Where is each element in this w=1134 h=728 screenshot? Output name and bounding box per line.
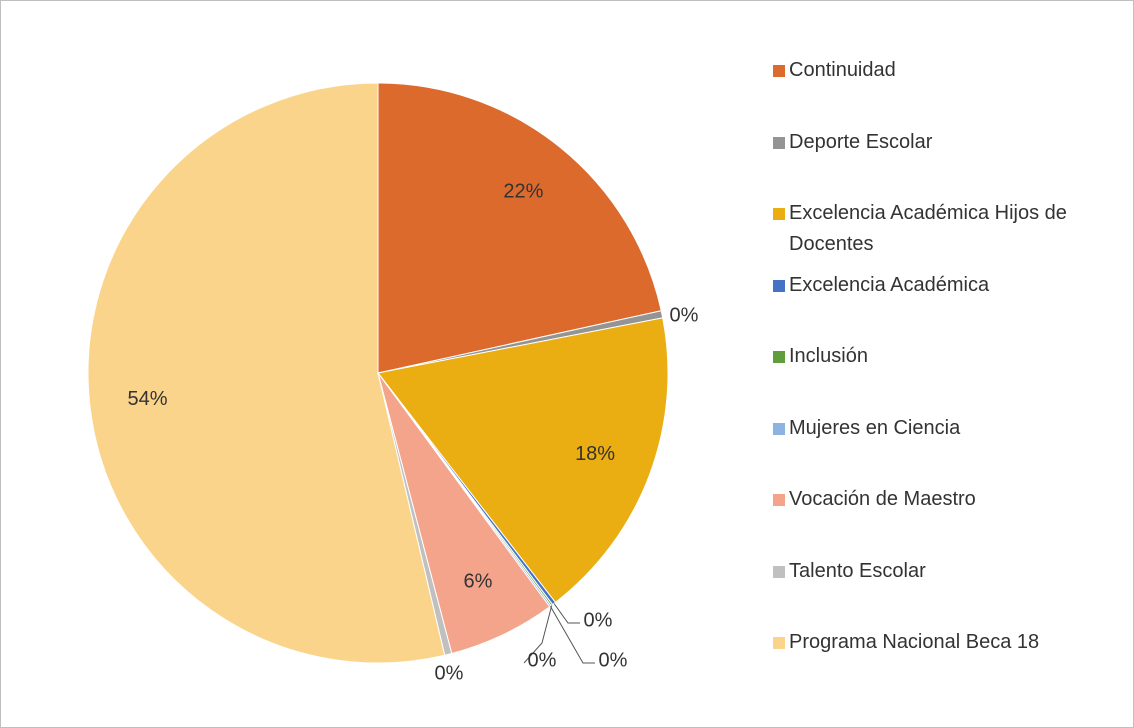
legend-swatch [773,637,785,649]
leader-line [549,605,595,664]
legend-label: Talento Escolar [789,559,926,582]
legend-item: Excelencia Académica [773,270,1118,342]
legend-label: Deporte Escolar [789,130,933,153]
legend-item: Mujeres en Ciencia [773,413,1118,485]
data-label: 18% [575,443,615,465]
legend-label: Vocación de Maestro [789,488,976,510]
data-label: 0% [584,609,613,631]
data-label: 22% [503,180,543,202]
legend-item: Vocación de Maestro [773,484,1118,556]
data-label: 0% [528,649,557,671]
pie-slice [87,82,446,664]
data-label: 54% [128,388,168,410]
legend-swatch [773,494,785,506]
legend-swatch [773,279,785,292]
legend-swatch [773,565,785,578]
data-label: 0% [599,649,628,671]
legend-label: Excelencia Académica Hijos de Docentes [789,202,1067,255]
legend-swatch [773,422,785,435]
legend-label: Excelencia Académica [789,273,990,296]
leader-line [523,605,553,664]
legend-swatch [773,65,785,77]
legend-label: Continuidad [789,59,896,81]
legend-label: Programa Nacional Beca 18 [789,631,1040,653]
legend-label: Inclusión [789,345,868,367]
data-label: 0% [435,662,464,684]
leader-line [553,603,580,624]
legend: Continuidad Deporte Escolar Excelencia Aca… [773,55,1118,699]
legend-label: Mujeres en Ciencia [789,416,961,439]
legend-item: Continuidad [773,55,1118,127]
legend-swatch [773,351,785,363]
legend-item: Programa Nacional Beca 18 [773,627,1118,699]
legend-swatch [773,136,785,149]
data-label: 6% [463,571,492,593]
legend-item: Excelencia Académica Hijos de Docentes [773,198,1118,270]
legend-item: Deporte Escolar [773,127,1118,199]
pie-slice [377,317,669,604]
legend-item: Talento Escolar [773,556,1118,628]
legend-item: Inclusión [773,341,1118,413]
data-label: 0% [670,304,699,326]
pie-slice [377,82,662,374]
legend-swatch [773,208,785,220]
